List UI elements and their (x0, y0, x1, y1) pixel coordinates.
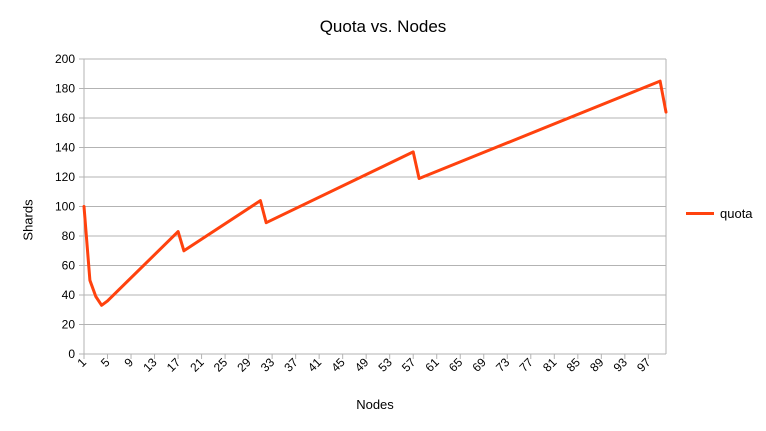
x-tick-label: 69 (470, 355, 490, 375)
x-tick-label: 81 (540, 355, 560, 375)
x-tick-label: 61 (423, 355, 443, 375)
legend-swatch-quota (686, 212, 714, 215)
x-tick-label: 65 (446, 355, 466, 375)
x-tick-label: 49 (352, 355, 372, 375)
y-tick-label: 120 (55, 170, 75, 184)
y-tick-label: 40 (62, 288, 76, 302)
x-tick-label: 45 (328, 355, 348, 375)
x-tick-label: 89 (587, 355, 607, 375)
x-tick-label: 21 (187, 355, 207, 375)
y-tick-label: 180 (55, 82, 75, 96)
y-tick-label: 80 (62, 229, 76, 243)
x-tick-label: 1 (74, 355, 89, 370)
x-tick-label: 57 (399, 355, 419, 375)
y-tick-label: 200 (55, 52, 75, 66)
y-tick-label: 160 (55, 111, 75, 125)
x-axis-title: Nodes (356, 397, 394, 412)
y-axis-title: Shards (20, 199, 36, 241)
y-tick-label: 60 (62, 259, 76, 273)
x-tick-label: 13 (140, 355, 160, 375)
x-tick-label: 17 (164, 355, 184, 375)
x-tick-label: 85 (564, 355, 584, 375)
x-tick-label: 37 (281, 355, 301, 375)
x-tick-label: 73 (493, 355, 513, 375)
y-tick-label: 140 (55, 141, 75, 155)
x-tick-label: 25 (211, 355, 231, 375)
x-tick-label: 53 (375, 355, 395, 375)
x-tick-label: 77 (517, 355, 537, 375)
x-tick-label: 5 (98, 355, 113, 370)
y-tick-label: 0 (68, 347, 75, 361)
x-tick-label: 41 (305, 355, 325, 375)
x-tick-label: 93 (611, 355, 631, 375)
x-tick-label: 97 (634, 355, 654, 375)
series-line-quota (82, 79, 668, 307)
x-tick-label: 33 (258, 355, 278, 375)
x-tick-label: 29 (234, 355, 254, 375)
y-tick-label: 20 (62, 318, 76, 332)
legend-label-quota: quota (720, 206, 753, 221)
y-tick-label: 100 (55, 200, 75, 214)
legend: quota (686, 206, 753, 221)
x-tick-label: 9 (122, 355, 137, 370)
chart-title: Quota vs. Nodes (319, 17, 447, 36)
